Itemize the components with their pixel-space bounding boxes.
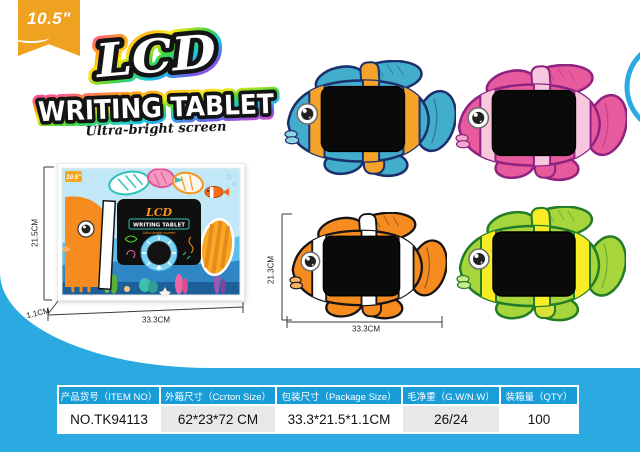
spec-header-qty: 装箱量（QTY） (501, 387, 577, 404)
product-box: LCD WRITING TABLET Ultra-bright screen (56, 162, 246, 302)
box-screen: LCD WRITING TABLET Ultra-bright screen (117, 199, 201, 265)
badge-underline-decoration (13, 32, 49, 43)
size-badge: 10.5" (18, 0, 80, 56)
box-size-badge-label: 10.5" (66, 175, 81, 181)
spec-value-carton-size: 62*23*72 CM (161, 406, 275, 432)
box-dial (140, 234, 178, 272)
logo: LCD LCD LCD WRITING TABLET WRITING TABLE… (31, 20, 281, 126)
fish-tablet-graphic (455, 64, 627, 182)
fish-width-dim-label: 33.3CM (351, 324, 381, 334)
box-size-badge: 10.5" (65, 171, 82, 182)
fish-tablet-green (456, 206, 626, 324)
box-tail-fin (199, 217, 235, 277)
product-box-art: LCD WRITING TABLET Ultra-bright screen (56, 162, 246, 302)
logo-lcd-black-outline: LCD (92, 24, 219, 88)
spec-value-item-no: NO.TK94113 (59, 406, 159, 432)
box-screen-subtitle-text: WRITING TABLET (133, 223, 185, 229)
logo-lcd-text: LCD (92, 24, 219, 88)
box-fish-head (62, 196, 117, 291)
box-deco-fish (175, 174, 236, 198)
logo-subtitle-text: WRITING TABLET (38, 89, 275, 126)
spec-header-carton-size: 外箱尺寸（Ccrton Size） (161, 387, 275, 404)
fish-tablet-orange (289, 212, 447, 322)
box-height-dim-label: 21.5CM (30, 218, 40, 248)
fish-tablet-graphic (456, 206, 626, 322)
spec-header-item-no: 产品货号（ITEM NO） (59, 387, 159, 404)
fish-tablet-pink (455, 64, 627, 184)
box-width-dim-label: 33.3CM (141, 315, 171, 325)
fish-tablet-blue (284, 60, 456, 180)
box-screen-lcd-text: LCD (145, 206, 172, 219)
spec-value-gw-nw: 26/24 (403, 406, 499, 432)
size-badge-label: 10.5" (27, 9, 71, 28)
box-screen-tagline-text: Ultra-bright screen (143, 230, 177, 235)
spec-value-package-size: 33.3*21.5*1.1CM (277, 406, 401, 432)
fish-height-dim-label: 21.3CM (266, 255, 276, 285)
fish-tablet-graphic (284, 60, 456, 178)
box-top-fins (108, 167, 204, 196)
fish-tablet-graphic (289, 212, 447, 320)
spec-value-qty: 100 (501, 406, 577, 432)
spec-table: 产品货号（ITEM NO） 外箱尺寸（Ccrton Size） 包装尺寸（Pac… (57, 385, 579, 434)
spec-header-package-size: 包装尺寸（Package Size） (277, 387, 401, 404)
spec-header-gw-nw: 毛净重（G.W/N.W） (403, 387, 499, 404)
